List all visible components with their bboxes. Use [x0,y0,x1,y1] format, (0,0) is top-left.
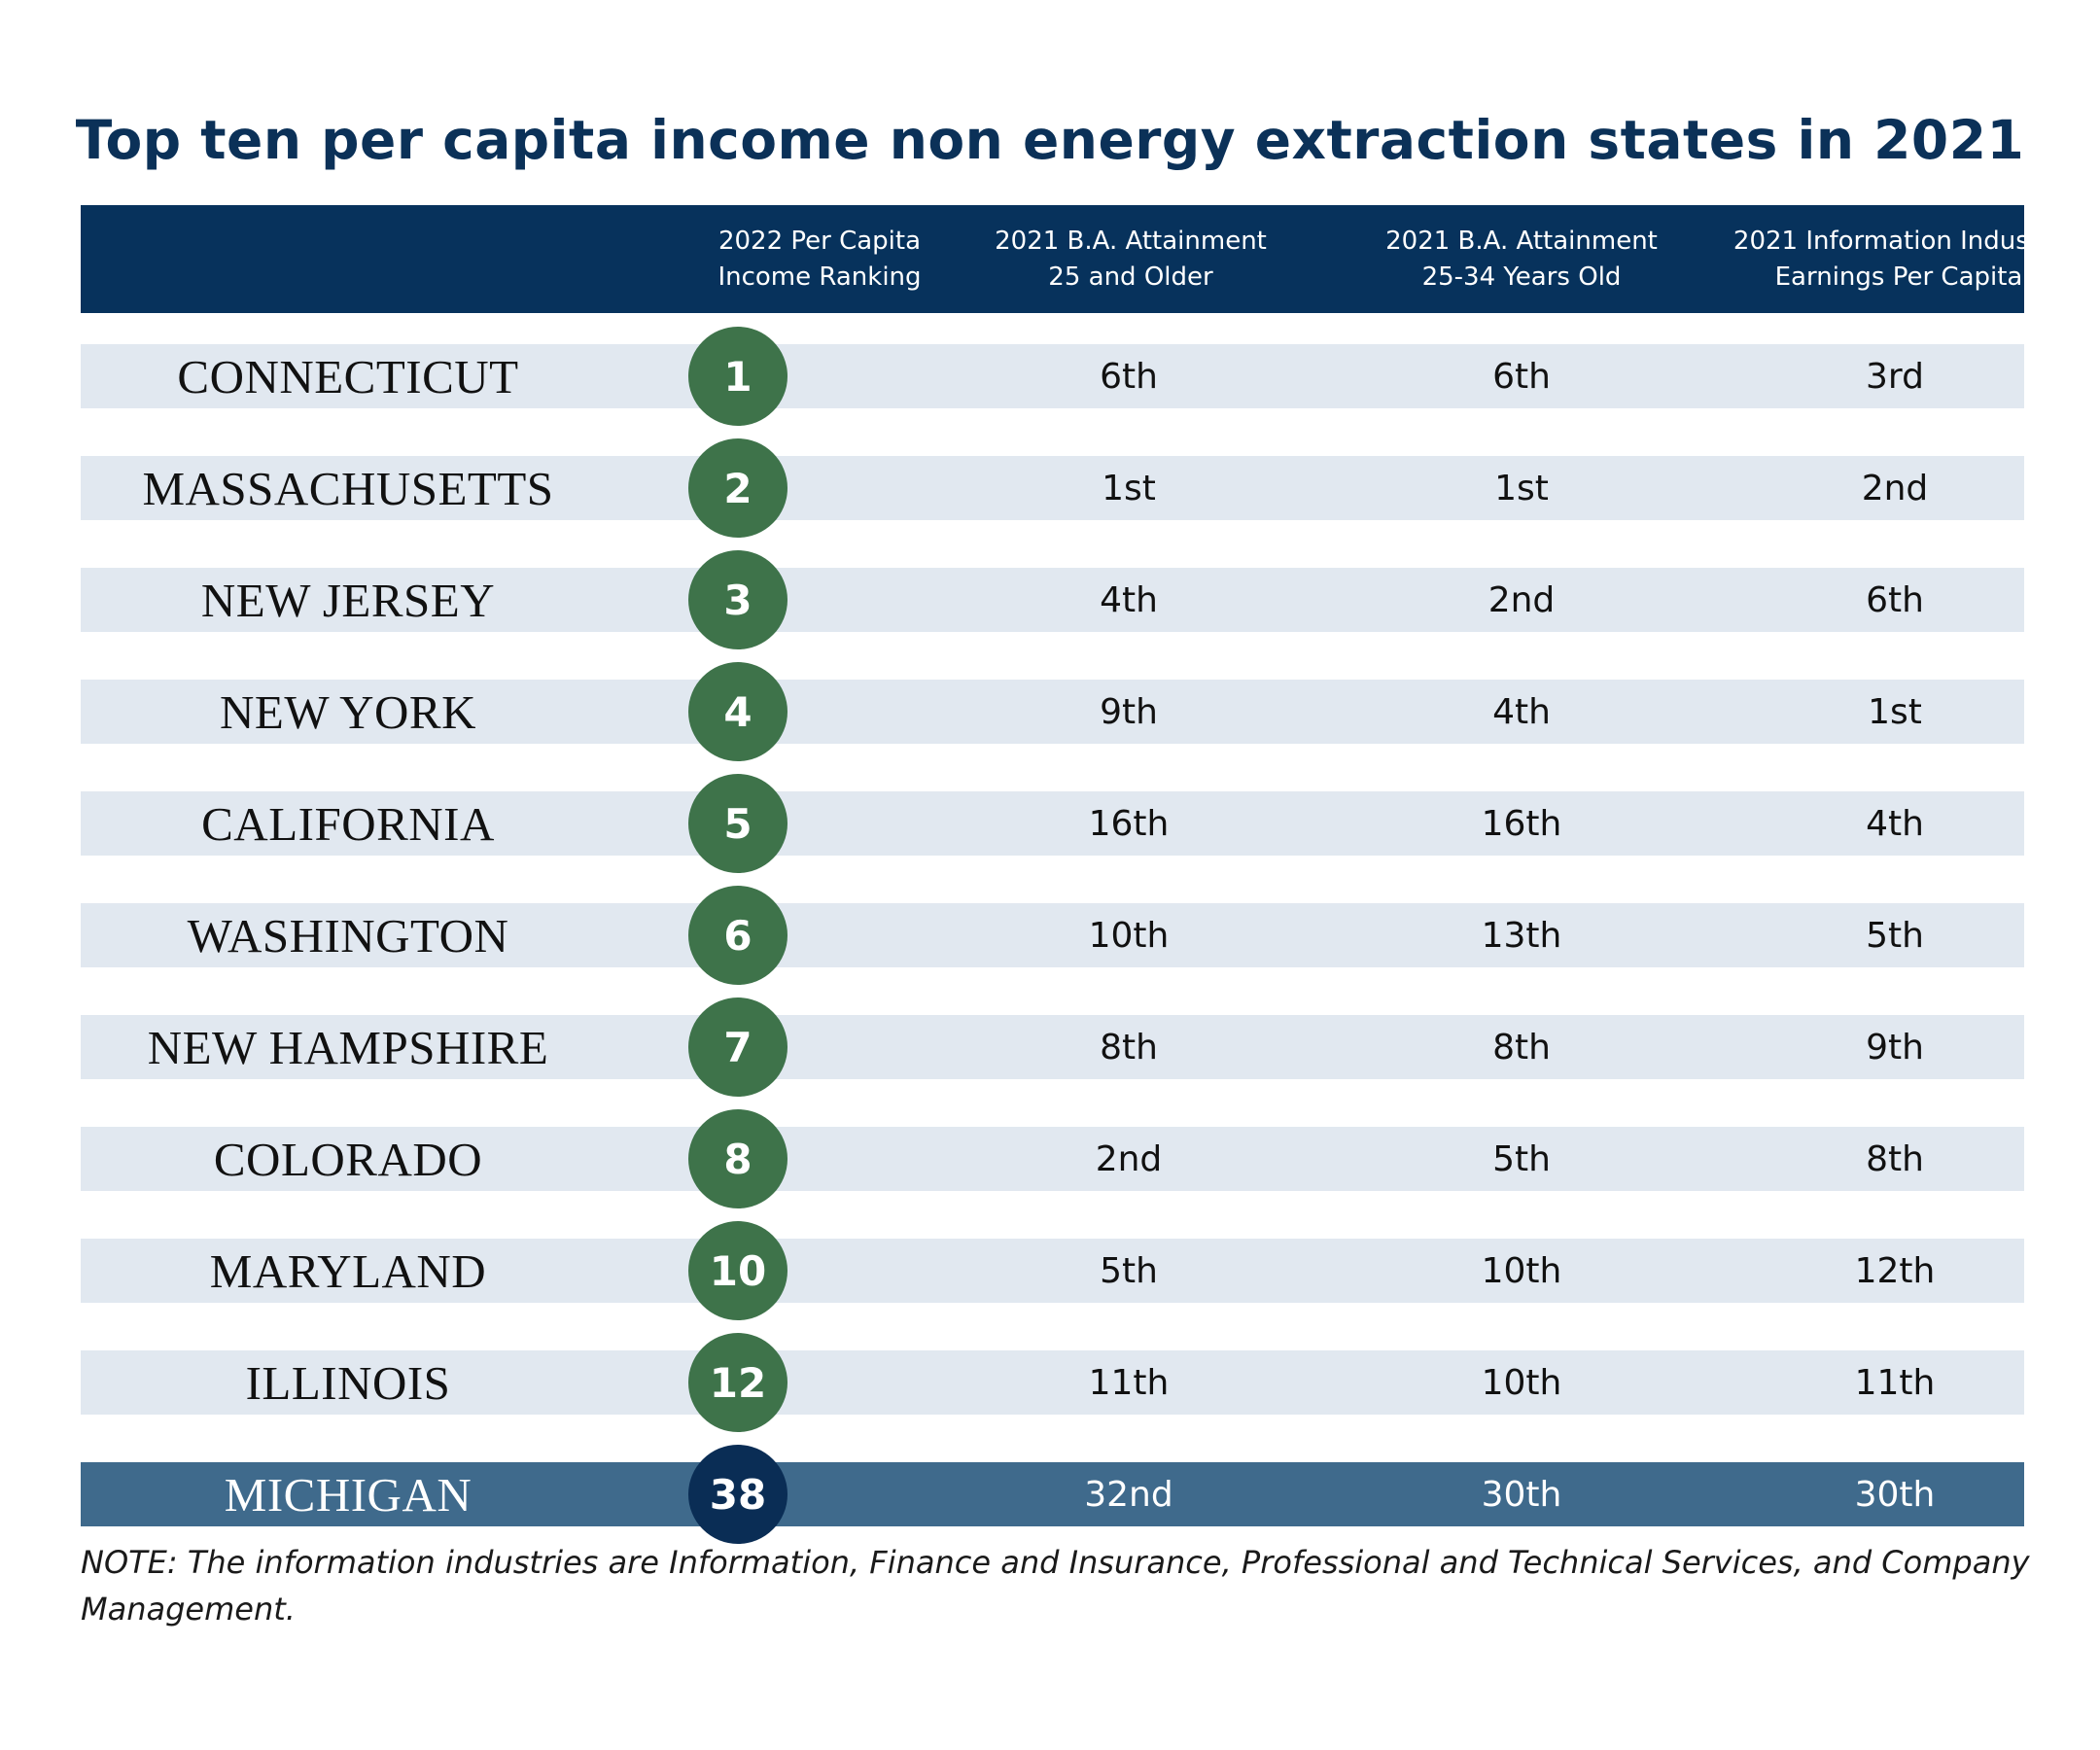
info-industry-rank: 9th [1866,1027,1924,1068]
ba-25-older-rank: 10th [1088,915,1170,956]
income-rank-badge: 5 [688,774,788,873]
table-row: NEW YORK 4 9th 4th 1st [81,662,2024,761]
income-rank-badge: 38 [688,1445,788,1544]
info-industry-rank: 12th [1854,1250,1936,1291]
ba-25-34-rank: 6th [1492,356,1551,397]
state-name: CALIFORNIA [201,796,495,851]
income-rank-badge: 7 [688,998,788,1097]
info-industry-rank: 11th [1854,1362,1936,1403]
info-industry-rank: 1st [1868,691,1922,732]
ba-25-older-rank: 32nd [1084,1474,1173,1515]
table-row: CONNECTICUT 1 6th 6th 3rd [81,327,2024,426]
ba-25-34-rank: 10th [1481,1362,1562,1403]
income-rank-badge: 2 [688,438,788,538]
state-name: ILLINOIS [245,1355,451,1410]
ba-25-34-rank: 5th [1492,1138,1551,1179]
ba-25-34-rank: 4th [1492,691,1551,732]
table-row: MARYLAND 10 5th 10th 12th [81,1221,2024,1320]
ba-25-34-rank: 2nd [1488,579,1556,620]
header-ba-25-older: 2021 B.A. Attainment 25 and Older [995,226,1267,292]
state-name: CONNECTICUT [177,349,519,403]
income-rank-badge: 8 [688,1109,788,1208]
header-state [81,205,615,313]
income-rank-badge: 3 [688,550,788,649]
table-row: WASHINGTON 6 10th 13th 5th [81,886,2024,985]
info-industry-rank: 6th [1866,579,1924,620]
header-income-ranking: 2022 Per Capita Income Ranking [718,226,922,292]
ba-25-older-rank: 9th [1100,691,1158,732]
table-row: NEW JERSEY 3 4th 2nd 6th [81,550,2024,649]
info-industry-rank: 8th [1866,1138,1924,1179]
table-row: MASSACHUSETTS 2 1st 1st 2nd [81,438,2024,538]
page-title: Top ten per capita income non energy ext… [75,109,2025,171]
table-row: COLORADO 8 2nd 5th 8th [81,1109,2024,1208]
ba-25-older-rank: 11th [1088,1362,1170,1403]
ba-25-older-rank: 5th [1100,1250,1158,1291]
ba-25-34-rank: 13th [1481,915,1562,956]
state-name: NEW HAMPSHIRE [147,1020,549,1074]
footnote: NOTE: The information industries are Inf… [81,1544,2030,1628]
state-name: NEW JERSEY [200,573,496,627]
table-row: ILLINOIS 12 11th 10th 11th [81,1333,2024,1432]
info-industry-rank: 2nd [1861,468,1929,508]
state-name: MARYLAND [209,1243,487,1298]
table-header: 2022 Per Capita Income Ranking 2021 B.A.… [81,205,2064,313]
table-row: NEW HAMPSHIRE 7 8th 8th 9th [81,998,2024,1097]
header-info-industry: 2021 Information Industry Earnings Per C… [1732,226,2065,292]
ba-25-34-rank: 8th [1492,1027,1551,1068]
ba-25-older-rank: 16th [1088,803,1170,844]
state-name: MICHIGAN [224,1467,472,1522]
ba-25-34-rank: 1st [1494,468,1549,508]
ba-25-older-rank: 2nd [1095,1138,1163,1179]
ba-25-34-rank: 10th [1481,1250,1562,1291]
info-industry-rank: 4th [1866,803,1924,844]
state-name: NEW YORK [220,684,476,739]
ba-25-34-rank: 30th [1481,1474,1562,1515]
state-name: WASHINGTON [187,908,509,962]
income-rank-badge: 10 [688,1221,788,1320]
info-industry-rank: 3rd [1866,356,1924,397]
income-rank-badge: 4 [688,662,788,761]
income-rank-badge: 6 [688,886,788,985]
ba-25-older-rank: 8th [1100,1027,1158,1068]
income-rank-badge: 12 [688,1333,788,1432]
ba-25-34-rank: 16th [1481,803,1562,844]
state-name: COLORADO [213,1132,483,1186]
ba-25-older-rank: 4th [1100,579,1158,620]
header-ba-25-34: 2021 B.A. Attainment 25-34 Years Old [1385,226,1658,292]
ba-25-older-rank: 1st [1102,468,1156,508]
info-industry-rank: 5th [1866,915,1924,956]
ba-25-older-rank: 6th [1100,356,1158,397]
state-name: MASSACHUSETTS [142,461,554,515]
table-row: CALIFORNIA 5 16th 16th 4th [81,774,2024,873]
income-rank-badge: 1 [688,327,788,426]
info-industry-rank: 30th [1854,1474,1936,1515]
table-row: MICHIGAN 38 32nd 30th 30th [81,1445,2024,1544]
